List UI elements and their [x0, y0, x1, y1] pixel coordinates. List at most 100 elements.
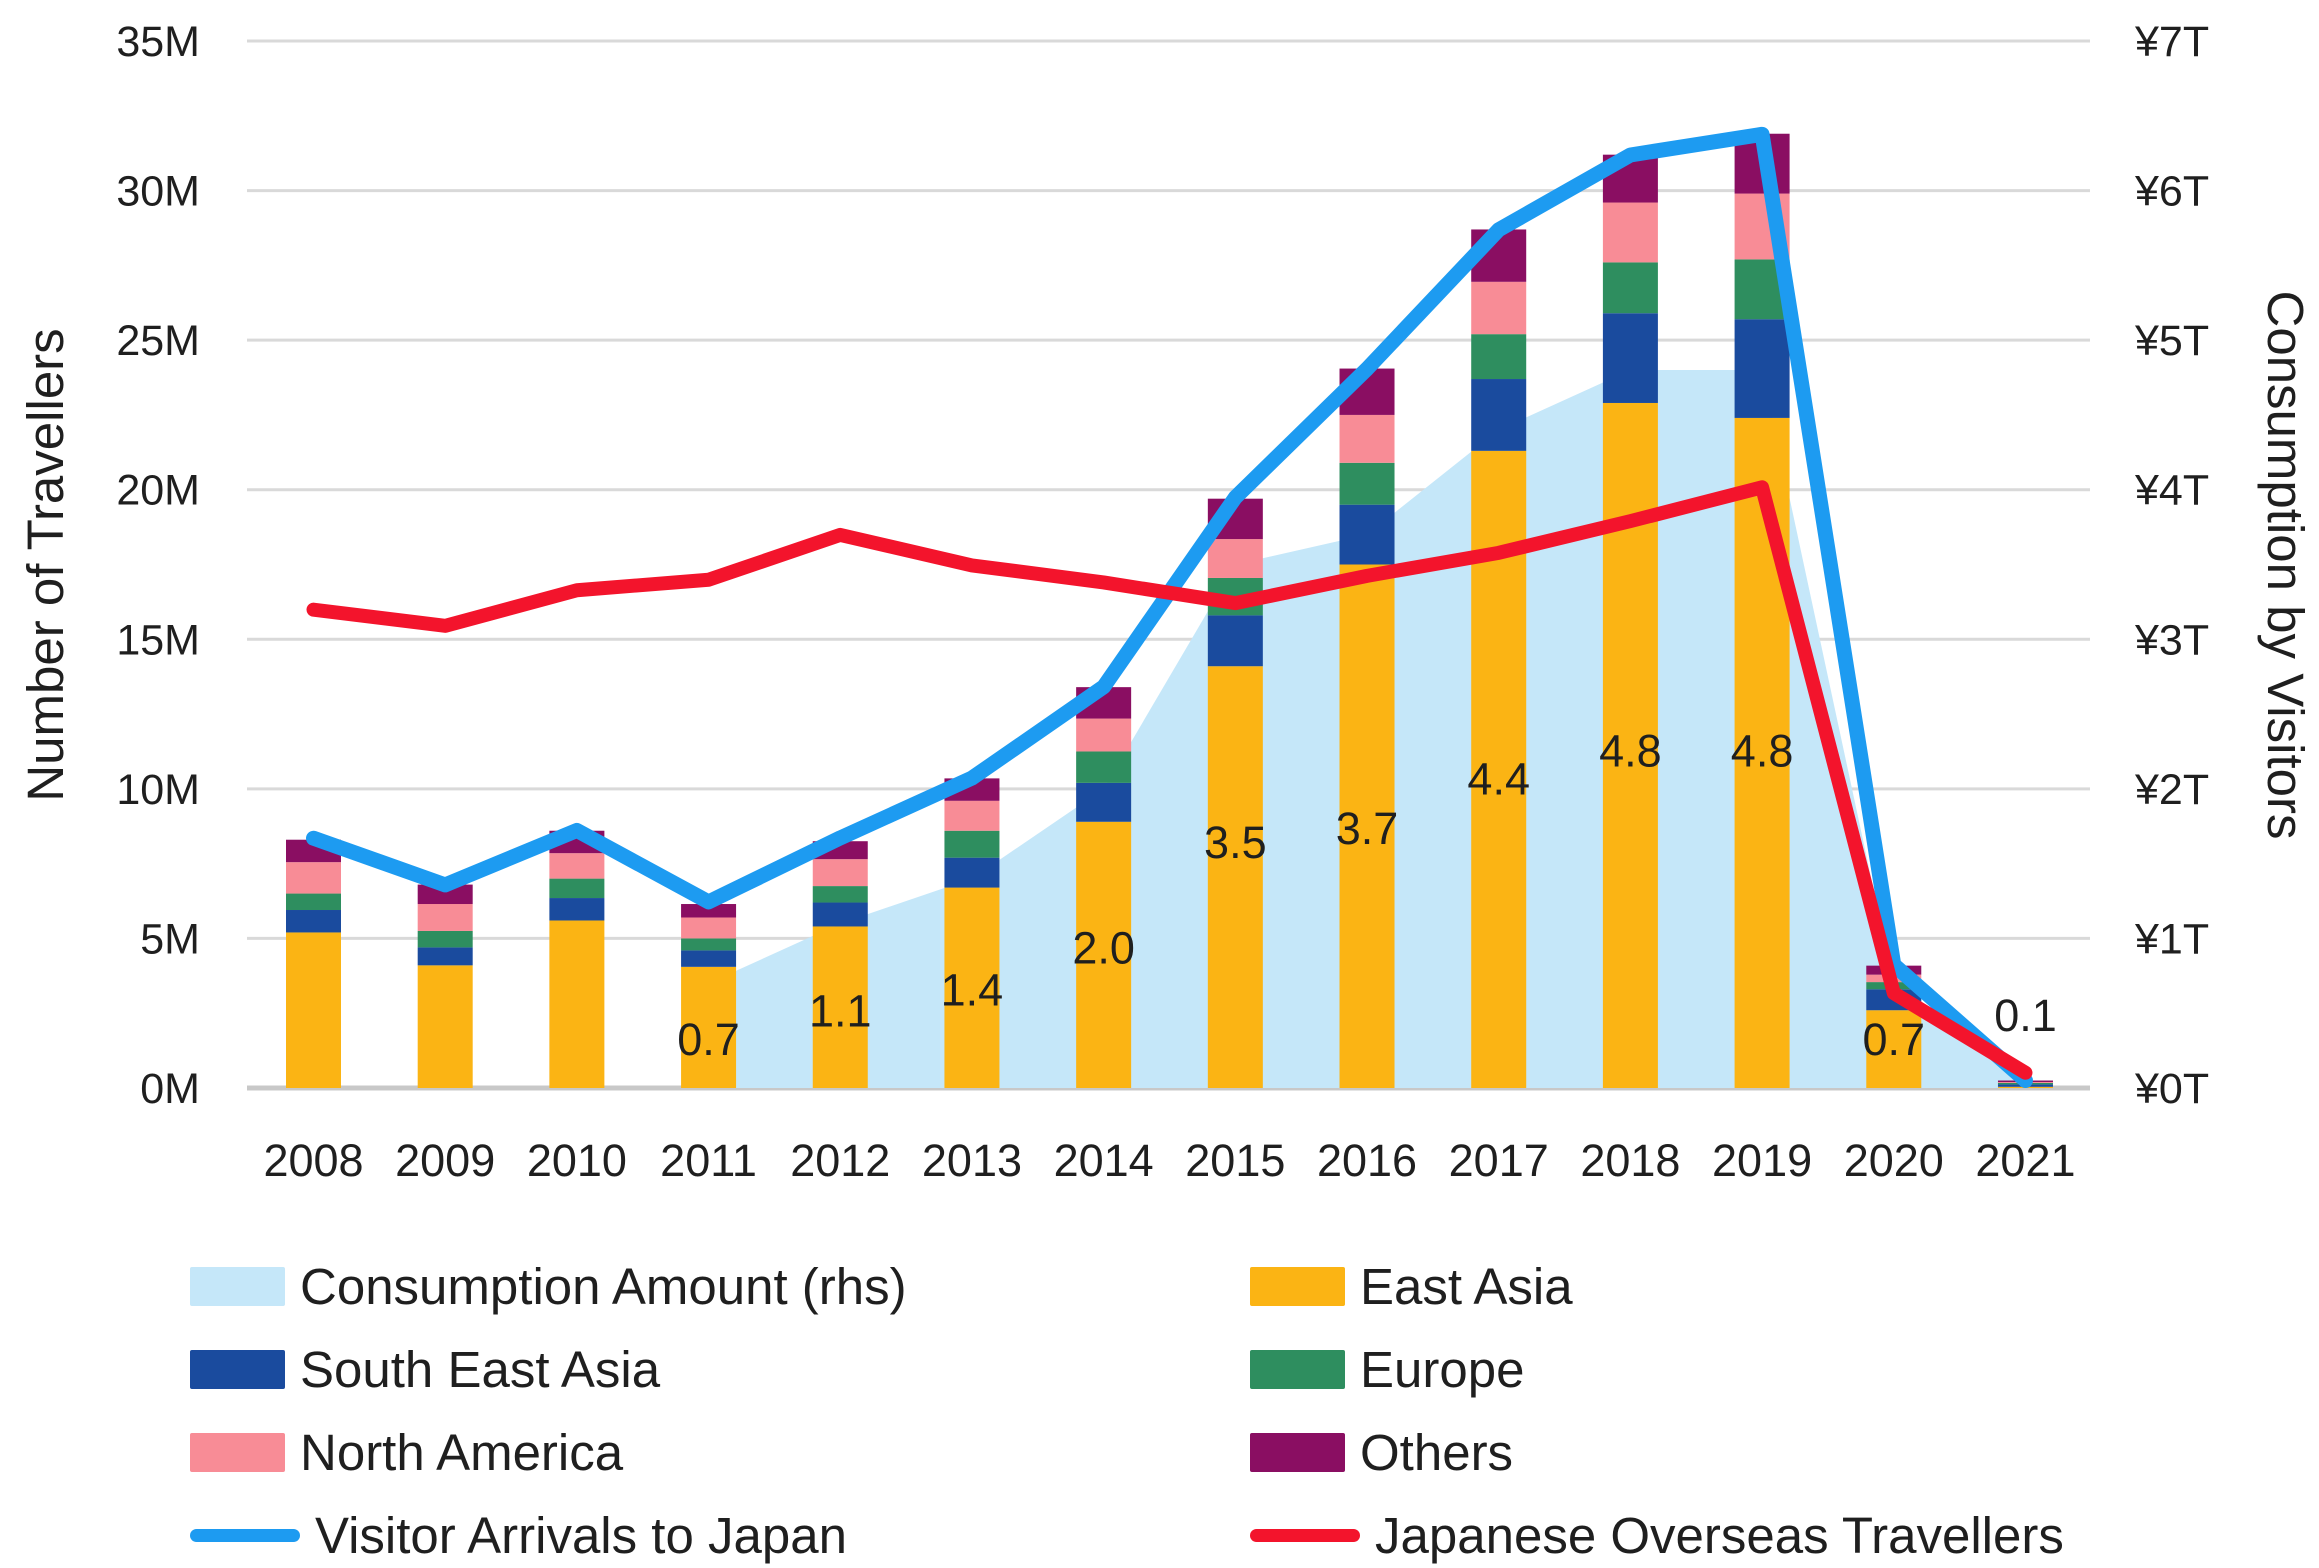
- bar-segment-north-america-2015: [1207, 539, 1263, 578]
- right-tick-0: ¥7T: [2134, 18, 2209, 66]
- bar-segment-europe-2008: [286, 893, 341, 911]
- right-tick-1: ¥6T: [2134, 168, 2209, 216]
- bar-segment-europe-2009: [417, 930, 473, 948]
- data-label-2020: 0.7: [1862, 1014, 1925, 1065]
- line-japanese-overseas-travellers: [306, 480, 2033, 1080]
- legend-swatch-europe: [1250, 1349, 1345, 1389]
- bar-segment-north-america-2013: [944, 800, 1000, 831]
- x-label-2015: 2015: [1185, 1135, 1285, 1186]
- data-label-2014: 2.0: [1072, 922, 1135, 973]
- right-tick-7: ¥0T: [2134, 1065, 2209, 1113]
- bar-segment-south-east-asia-2012: [812, 902, 868, 927]
- bar-segment-south-east-asia-2011: [681, 950, 737, 967]
- data-label-2017: 4.4: [1467, 754, 1530, 805]
- bar-segment-north-america-2009: [417, 904, 473, 931]
- bar-segment-others-2011: [681, 904, 737, 918]
- bar-segment-europe-2010: [549, 878, 605, 899]
- bar-segment-east-asia-2013: [944, 887, 1000, 1088]
- bar-segment-south-east-asia-2010: [549, 898, 605, 921]
- legend-label: Europe: [1360, 1340, 1525, 1398]
- bar-segment-east-asia-2008: [286, 932, 341, 1088]
- data-label-2021: 0.1: [1994, 990, 2057, 1041]
- legend-swatch-visitor-arrivals-to-japan: [190, 1528, 300, 1542]
- legend-swatch-east-asia: [1250, 1266, 1345, 1306]
- left-tick-15m: 15M: [116, 616, 200, 664]
- bar-segment-north-america-2016: [1339, 414, 1395, 463]
- bar-segment-south-east-asia-2014: [1076, 782, 1132, 822]
- legend-swatch-japanese-overseas-travellers: [1250, 1528, 1360, 1542]
- bar-segment-south-east-asia-2008: [286, 910, 341, 933]
- bar-segment-north-america-2012: [812, 859, 868, 887]
- right-tick-2: ¥5T: [2134, 317, 2209, 365]
- left-tick-5m: 5M: [140, 915, 200, 963]
- bar-segment-east-asia-2015: [1207, 666, 1263, 1088]
- bar-segment-east-asia-2010: [549, 920, 605, 1088]
- bar-segment-north-america-2010: [549, 853, 605, 879]
- legend-label: East Asia: [1360, 1257, 1573, 1315]
- right-axis-title: Consumption by Visitors: [2257, 291, 2314, 840]
- bar-segment-south-east-asia-2013: [944, 857, 1000, 888]
- bar-segment-north-america-2017: [1471, 281, 1527, 335]
- x-label-2012: 2012: [790, 1135, 890, 1186]
- bar-segment-north-america-2011: [681, 917, 737, 939]
- bar-segment-east-asia-2012: [812, 926, 868, 1088]
- legend-item-europe: Europe: [1250, 1344, 2064, 1395]
- right-tick-5: ¥2T: [2134, 766, 2209, 814]
- x-label-2017: 2017: [1449, 1135, 1549, 1186]
- legend-item-consumption-amount-rhs: Consumption Amount (rhs): [190, 1261, 1250, 1312]
- x-label-2019: 2019: [1712, 1135, 1812, 1186]
- bar-segment-east-asia-2009: [417, 965, 473, 1088]
- legend-swatch-others: [1250, 1432, 1345, 1472]
- legend-item-others: Others: [1250, 1427, 2064, 1478]
- x-label-2020: 2020: [1844, 1135, 1944, 1186]
- legend-swatch-north-america: [190, 1432, 285, 1472]
- bar-segment-north-america-2008: [286, 862, 341, 894]
- data-label-2015: 3.5: [1204, 817, 1267, 868]
- x-label-2014: 2014: [1054, 1135, 1154, 1186]
- bar-segment-north-america-2014: [1076, 718, 1132, 752]
- bar-segment-east-asia-2016: [1339, 564, 1395, 1088]
- left-axis-title: Number of Travellers: [17, 328, 74, 801]
- bar-segment-europe-2017: [1471, 334, 1527, 380]
- left-tick-35m: 35M: [116, 18, 200, 66]
- right-tick-4: ¥3T: [2134, 616, 2209, 664]
- legend-item-japanese-overseas-travellers: Japanese Overseas Travellers: [1250, 1510, 2064, 1561]
- bar-segment-south-east-asia-2017: [1471, 379, 1527, 451]
- x-label-2013: 2013: [922, 1135, 1022, 1186]
- bar-segment-south-east-asia-2009: [417, 947, 473, 966]
- legend: Consumption Amount (rhs) East Asia South E…: [190, 1261, 2064, 1561]
- data-label-2019: 4.8: [1731, 726, 1794, 777]
- bar-segment-europe-2011: [681, 938, 737, 951]
- bar-segment-east-asia-2020: [1866, 1010, 1922, 1088]
- x-label-2011: 2011: [660, 1135, 757, 1186]
- legend-label: Japanese Overseas Travellers: [1375, 1506, 2064, 1564]
- bar-segment-east-asia-2019: [1734, 417, 1790, 1088]
- bar-segment-south-east-asia-2016: [1339, 504, 1395, 565]
- legend-label: Consumption Amount (rhs): [300, 1257, 907, 1315]
- x-label-2010: 2010: [527, 1135, 627, 1186]
- bar-segment-europe-2018: [1602, 262, 1658, 314]
- plot-area: 0.7 1.1 1.4 2.0 3.5 3.7 4.4 4.8 4.8 0.7 0.1 35M 30M 2…: [17, 18, 2314, 1186]
- data-label-2012: 1.1: [809, 986, 872, 1037]
- data-label-2011: 0.7: [677, 1014, 740, 1065]
- legend-item-east-asia: East Asia: [1250, 1261, 2064, 1312]
- data-label-2018: 4.8: [1599, 726, 1662, 777]
- bar-segment-others-2009: [417, 884, 473, 905]
- right-tick-6: ¥1T: [2134, 915, 2209, 963]
- legend-swatch-consumption-amount-rhs: [190, 1266, 285, 1306]
- left-tick-30m: 30M: [116, 168, 200, 216]
- bar-segment-south-east-asia-2018: [1602, 313, 1658, 403]
- x-label-2009: 2009: [395, 1135, 495, 1186]
- legend-item-visitor-arrivals-to-japan: Visitor Arrivals to Japan: [190, 1510, 1250, 1561]
- bar-segment-europe-2013: [944, 830, 1000, 858]
- x-label-2016: 2016: [1317, 1135, 1417, 1186]
- bar-segment-europe-2016: [1339, 462, 1395, 505]
- bar-segment-south-east-asia-2019: [1734, 319, 1790, 418]
- legend-label: Visitor Arrivals to Japan: [315, 1506, 847, 1564]
- left-tick-10m: 10M: [116, 766, 200, 814]
- legend-label: North America: [300, 1423, 624, 1481]
- left-tick-20m: 20M: [116, 467, 200, 515]
- legend-item-south-east-asia: South East Asia: [190, 1344, 1250, 1395]
- data-label-2013: 1.4: [941, 965, 1004, 1016]
